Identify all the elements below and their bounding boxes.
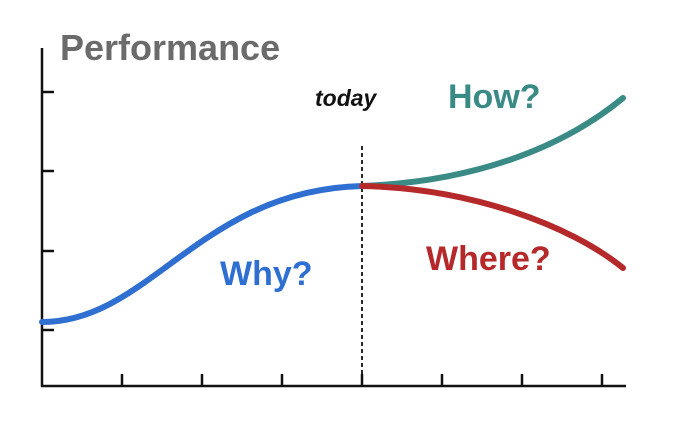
how-label: How? xyxy=(448,78,541,116)
y-axis-label: Performance xyxy=(60,27,280,68)
past-performance-curve xyxy=(39,183,365,325)
why-label: Why? xyxy=(220,255,313,293)
where-label: Where? xyxy=(426,240,551,278)
where-trajectory-curve xyxy=(359,183,626,271)
how-trajectory-curve xyxy=(359,95,626,189)
today-label: today xyxy=(315,85,378,111)
